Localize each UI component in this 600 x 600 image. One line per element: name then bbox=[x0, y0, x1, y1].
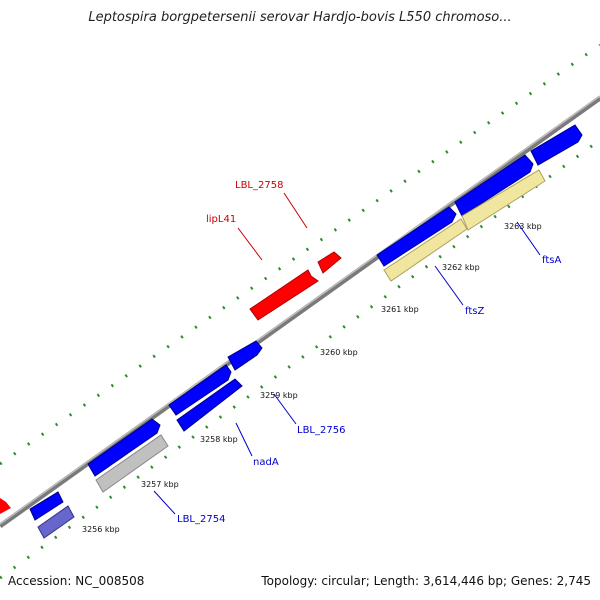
leader-LBL_2754 bbox=[153, 490, 176, 515]
tick-labels: 3256 kbp 3257 kbp 3258 kbp 3259 kbp 3260… bbox=[82, 222, 542, 534]
gene-blue-1 bbox=[29, 491, 64, 521]
inner-dot-line bbox=[0, 138, 600, 580]
gene-blue-4 bbox=[376, 206, 457, 267]
leader-nadA bbox=[235, 422, 253, 457]
chromosome-backbone bbox=[0, 95, 600, 529]
chromosome-backbone-highlight bbox=[0, 95, 600, 525]
leader-lipL41 bbox=[237, 227, 263, 261]
map-title: Leptospira borgpetersenii serovar Hardjo… bbox=[88, 10, 512, 25]
forward-genes[interactable] bbox=[29, 124, 583, 539]
gene-blue-2 bbox=[87, 418, 161, 477]
gene-label: LBL_2756 bbox=[297, 425, 345, 436]
tick-label: 3260 kbp bbox=[320, 348, 358, 357]
tick-label: 3259 kbp bbox=[260, 391, 298, 400]
gene-pseudo-LBL_2754 bbox=[95, 434, 169, 493]
tick-label: 3261 kbp bbox=[381, 305, 419, 314]
gene-ftsZ bbox=[383, 218, 468, 282]
label-leaders bbox=[153, 192, 541, 515]
gene-blue-6 bbox=[530, 124, 583, 166]
gene-ftsA bbox=[461, 169, 546, 231]
tick-label: 3262 kbp bbox=[442, 263, 480, 272]
leader-ftsZ bbox=[434, 265, 464, 306]
tick-label: 3256 kbp bbox=[82, 525, 120, 534]
gene-label: nadA bbox=[253, 457, 279, 468]
reverse-genes[interactable] bbox=[0, 251, 342, 514]
gene-label: LBL_2754 bbox=[177, 514, 225, 525]
leader-LBL_2758 bbox=[283, 192, 308, 229]
gene-label: lipL41 bbox=[206, 214, 236, 225]
leader-ftsA bbox=[516, 221, 541, 256]
outer-dot-ring bbox=[0, 43, 600, 466]
gene-blue-3 bbox=[168, 364, 232, 416]
inner-dot-ring bbox=[0, 138, 600, 580]
gene-label: LBL_2758 bbox=[235, 180, 283, 191]
tick-label: 3263 kbp bbox=[504, 222, 542, 231]
tick-label: 3258 kbp bbox=[200, 435, 238, 444]
gene-lipL41 bbox=[249, 269, 319, 321]
summary-value: Topology: circular; Length: 3,614,446 bp… bbox=[261, 574, 591, 588]
gene-red-edge bbox=[0, 498, 11, 514]
gene-labels[interactable]: LBL_2754 nadA LBL_2756 ftsZ ftsA lipL41 … bbox=[177, 180, 561, 525]
accession-value: Accession: NC_008508 bbox=[8, 574, 145, 588]
gene-LBL_2756 bbox=[227, 340, 263, 371]
genome-summary-text: Topology: circular; Length: 3,614,446 bp… bbox=[261, 574, 591, 588]
gene-alt-1 bbox=[37, 505, 75, 539]
gene-label: ftsA bbox=[542, 255, 561, 266]
gene-label: ftsZ bbox=[465, 306, 484, 317]
gene-blue-5 bbox=[454, 154, 534, 217]
outer-dot-line bbox=[0, 43, 600, 466]
tick-label: 3257 kbp bbox=[141, 480, 179, 489]
gene-LBL_2758 bbox=[317, 251, 342, 274]
gene-nadA bbox=[176, 378, 243, 432]
accession-text: Accession: NC_008508 bbox=[8, 574, 144, 588]
leader-LBL_2756 bbox=[273, 393, 297, 425]
